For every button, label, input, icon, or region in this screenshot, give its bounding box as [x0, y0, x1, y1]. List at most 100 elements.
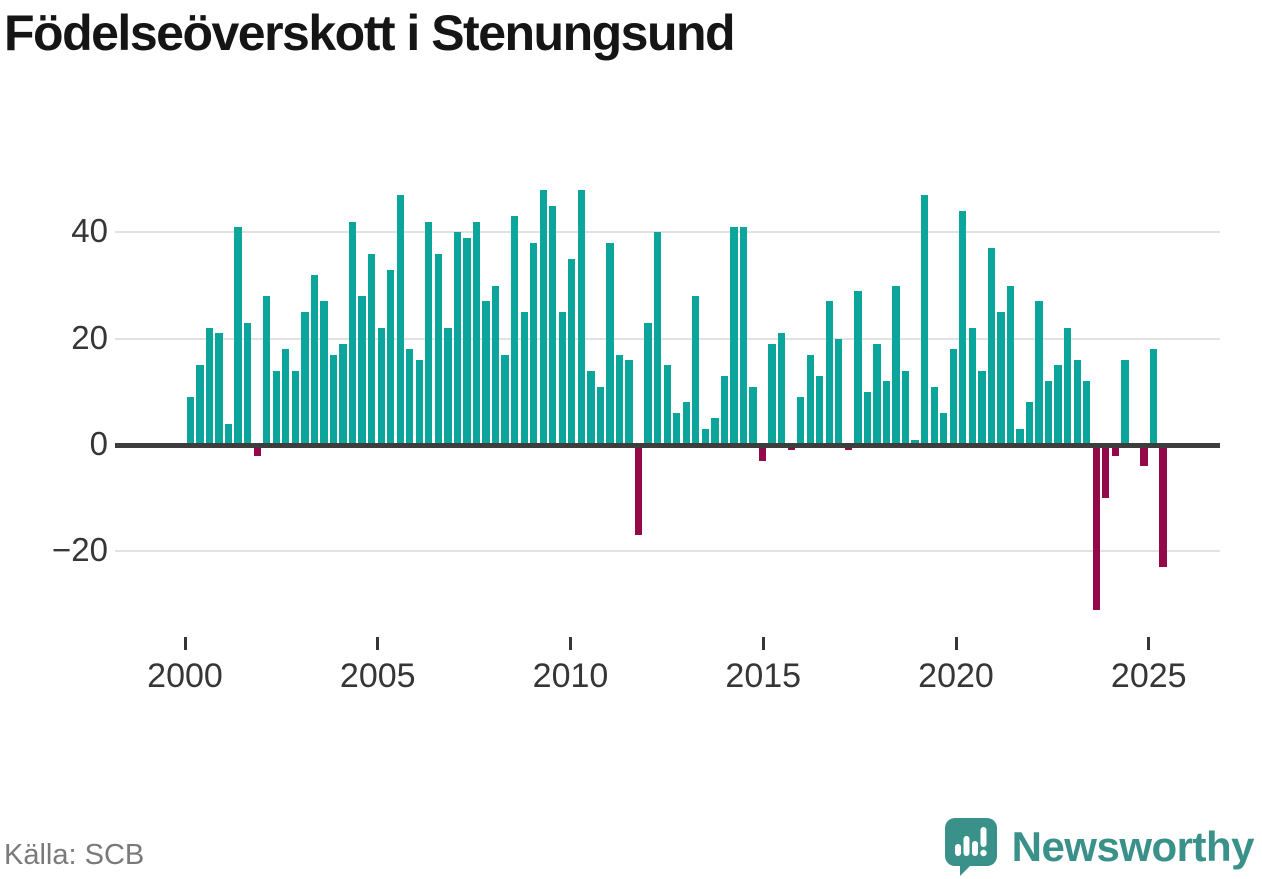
bar [549, 205, 557, 445]
bar [234, 227, 242, 445]
gridline [115, 337, 1220, 340]
bar [797, 397, 805, 445]
x-axis-label: 2015 [725, 657, 802, 695]
bar [825, 301, 833, 445]
bar [1035, 301, 1043, 445]
bar [806, 354, 814, 445]
bar [196, 365, 204, 445]
bar [844, 445, 852, 451]
bar [482, 301, 490, 445]
bar [463, 237, 471, 445]
x-axis-tick [761, 637, 765, 650]
bar [205, 328, 214, 445]
bar [987, 248, 996, 445]
bar [749, 386, 757, 445]
bar [949, 349, 957, 445]
bar [520, 312, 528, 445]
bar [720, 375, 729, 445]
bar [186, 397, 195, 445]
bar [425, 221, 433, 445]
newsworthy-speech-bubble-icon [944, 817, 998, 877]
y-axis-label: 40 [71, 212, 108, 250]
bar [711, 418, 719, 445]
x-axis-tick [569, 637, 572, 650]
chart-title: Födelseöverskott i Stenungsund [4, 5, 736, 61]
brand-name: Newsworthy [1011, 823, 1255, 870]
bar [263, 296, 271, 445]
bar [596, 386, 605, 445]
bar [930, 386, 938, 445]
x-axis-tick [183, 637, 187, 650]
bar [920, 195, 929, 445]
bar [911, 439, 919, 445]
bar [1025, 402, 1034, 445]
bar [663, 365, 671, 445]
bar [444, 328, 452, 445]
bar [491, 285, 500, 445]
bar [835, 338, 843, 445]
bar [882, 381, 891, 445]
bar [1073, 359, 1081, 445]
bar [1006, 285, 1015, 445]
bar [863, 391, 872, 445]
bar [701, 429, 709, 445]
bar [329, 354, 338, 445]
bar [1083, 381, 1091, 445]
brand-logo: Newsworthy [944, 816, 1255, 878]
y-axis-label: 20 [71, 318, 108, 356]
bar [530, 243, 538, 445]
bar [558, 312, 566, 445]
bar [282, 349, 290, 445]
bar [472, 221, 481, 445]
bar [940, 413, 948, 445]
bar [387, 269, 395, 445]
x-axis-label: 2000 [147, 657, 223, 695]
bar [606, 243, 614, 445]
bar [615, 354, 624, 445]
bar [787, 445, 795, 451]
bar [873, 344, 881, 445]
bar [310, 274, 319, 445]
bar [1092, 445, 1100, 610]
bar [406, 349, 414, 445]
bar [997, 312, 1005, 445]
y-axis-label: −20 [52, 531, 108, 569]
bar [244, 322, 252, 445]
bar [1102, 445, 1110, 499]
x-axis-tick [954, 637, 958, 650]
bar [654, 232, 662, 445]
source-label: Källa: SCB [4, 839, 145, 871]
bar [1149, 349, 1158, 445]
gridline [115, 231, 1220, 234]
bar [501, 354, 509, 445]
bar [625, 359, 633, 445]
bar [634, 445, 643, 536]
bar [1044, 381, 1053, 445]
bar [301, 312, 309, 445]
zero-axis-line [115, 442, 1220, 448]
bar [854, 290, 862, 445]
bar [1064, 328, 1072, 445]
bar [959, 211, 967, 445]
bar [768, 344, 776, 445]
bar [758, 445, 767, 461]
y-axis-label: 0 [89, 425, 108, 462]
bar [215, 333, 223, 445]
bar [539, 189, 547, 445]
bar [587, 370, 595, 445]
bar [367, 253, 376, 445]
bar [682, 402, 690, 445]
bar [644, 322, 652, 445]
bar [434, 253, 442, 445]
bar [453, 232, 462, 445]
gridline [115, 550, 1220, 553]
bar [272, 370, 280, 445]
bar [739, 227, 748, 445]
bar [673, 413, 681, 445]
bar [1140, 445, 1148, 467]
x-axis-label: 2025 [1110, 657, 1187, 695]
bar [892, 285, 900, 445]
bar [510, 216, 519, 445]
x-axis-tick [1147, 637, 1151, 650]
bar [348, 221, 357, 445]
